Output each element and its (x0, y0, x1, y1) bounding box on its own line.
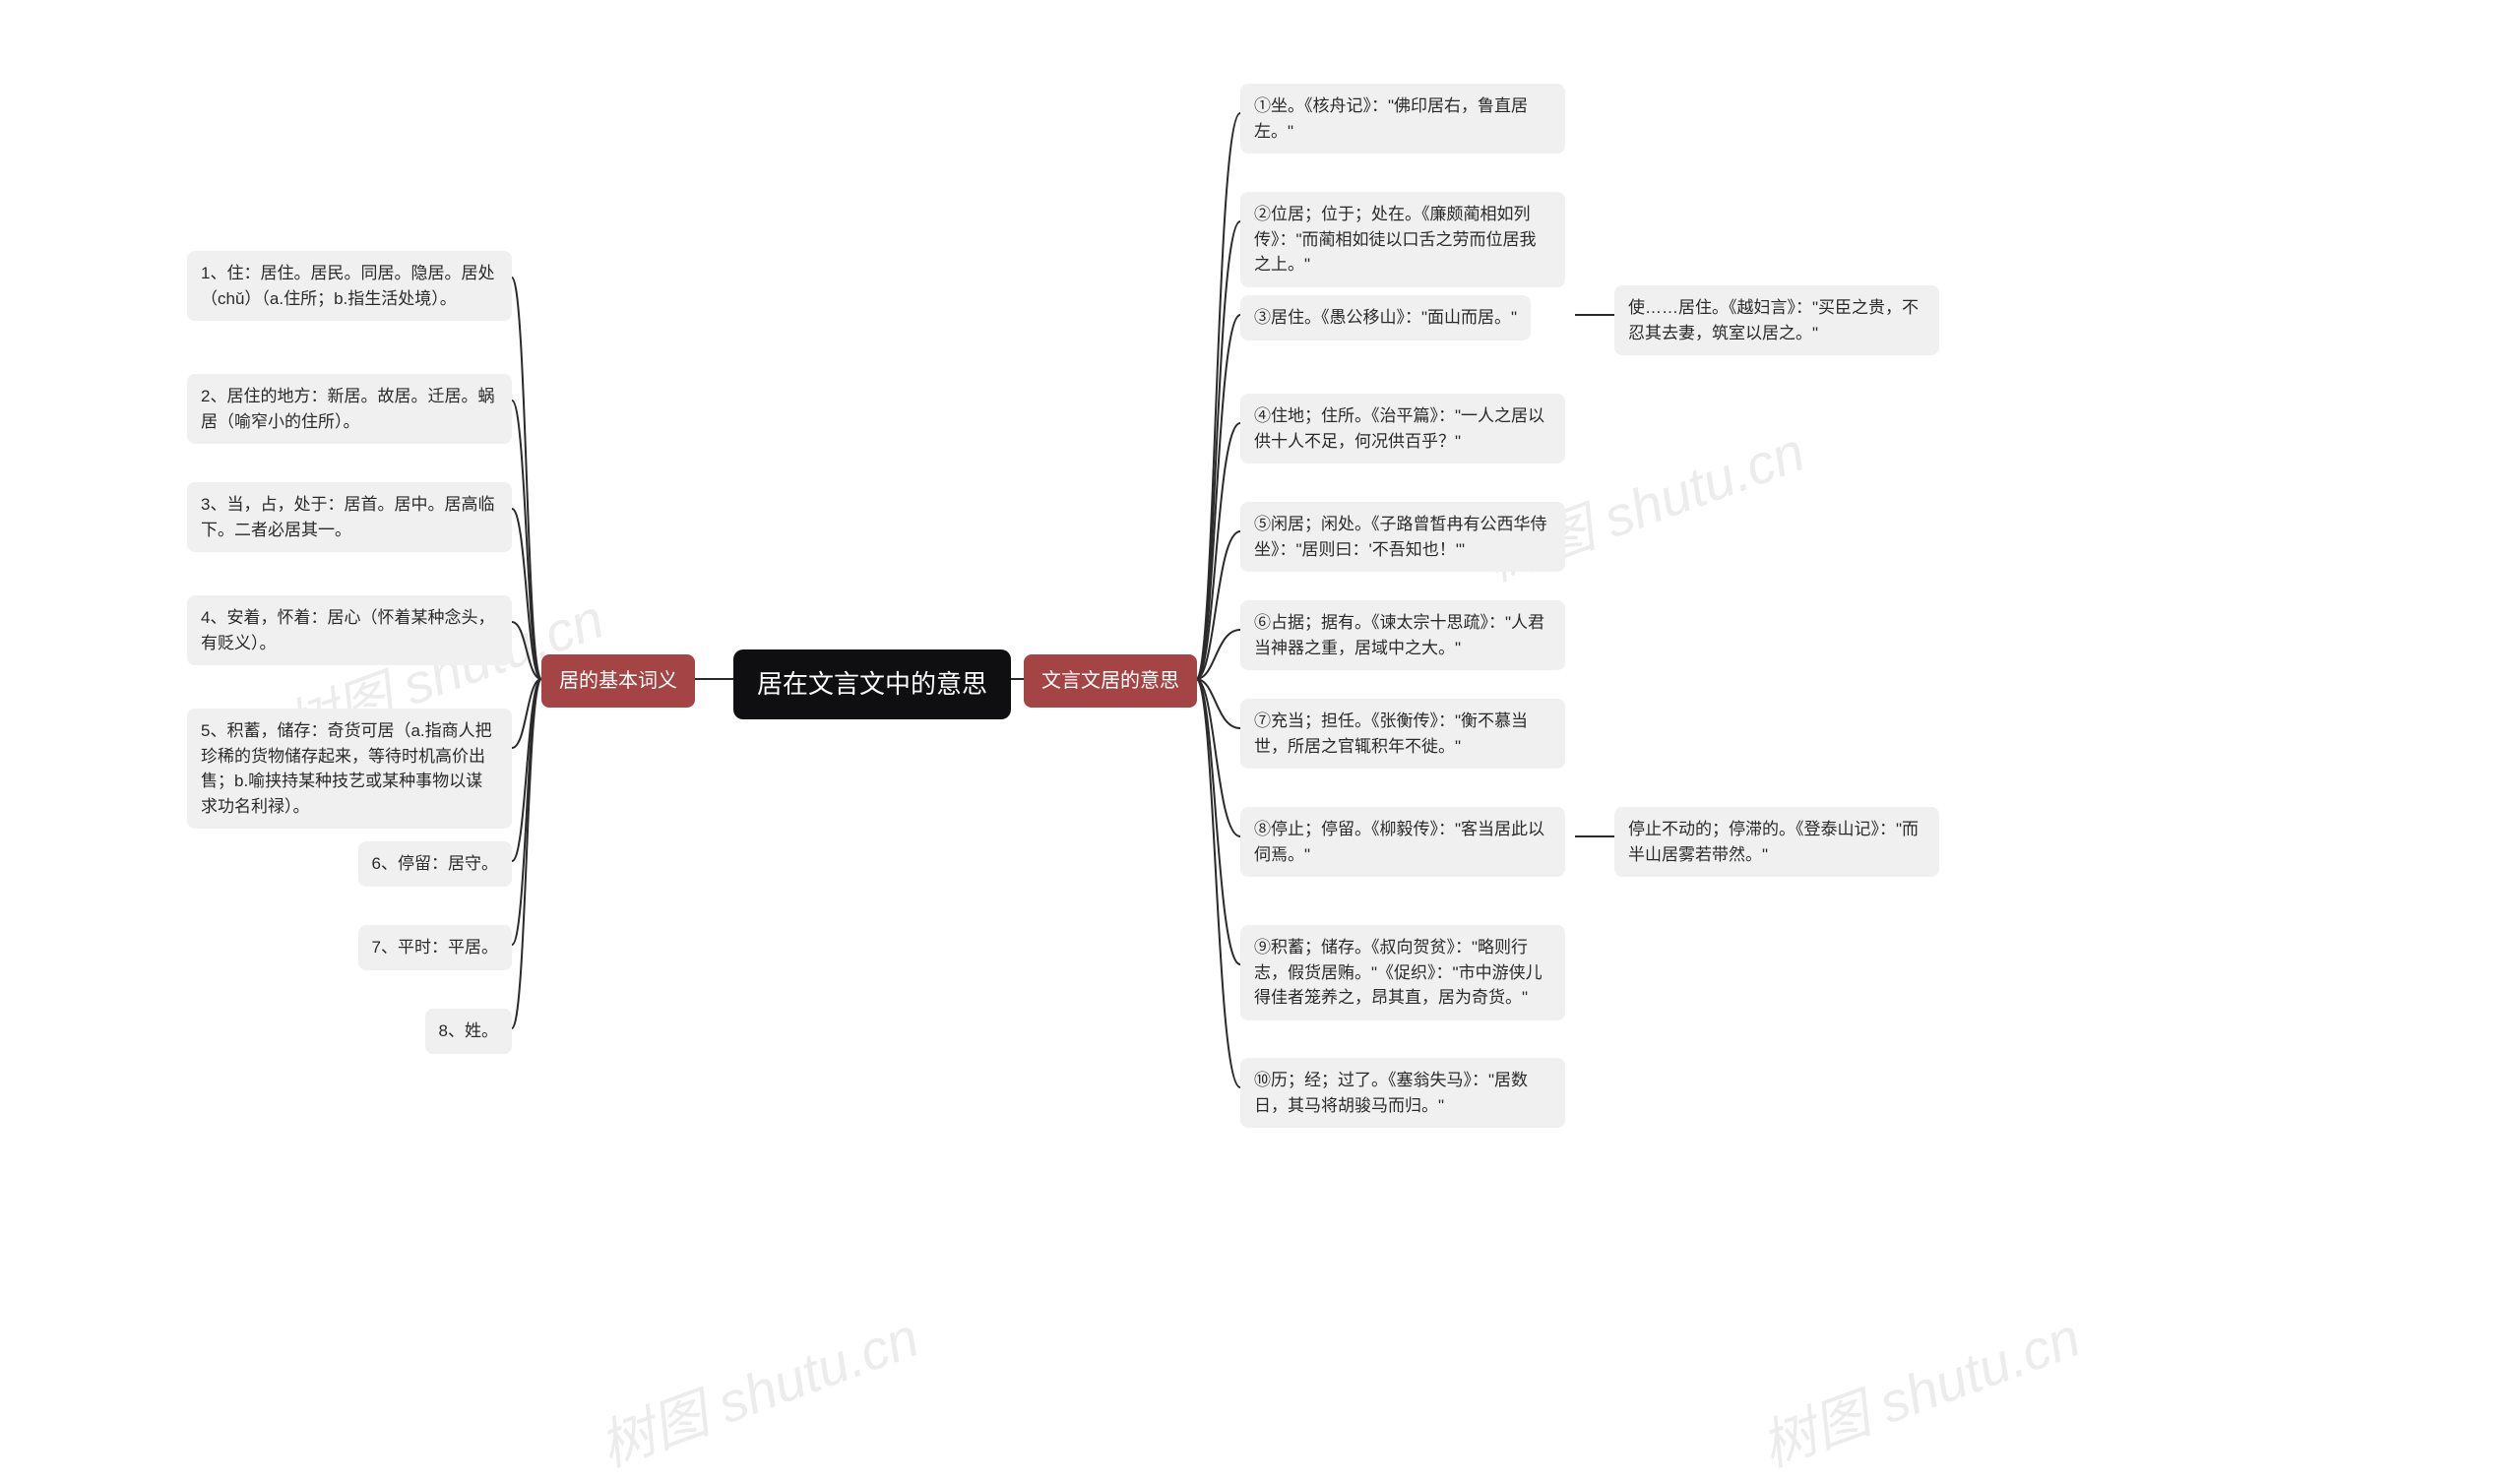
leaf-text: 7、平时：平居。 (372, 938, 498, 957)
right-leaf[interactable]: ⑤闲居；闲处。《子路曾皙冉有公西华侍坐》："居则曰：'不吾知也！'" (1240, 502, 1565, 572)
leaf-text: ⑧停止；停留。《柳毅传》："客当居此以伺焉。" (1254, 820, 1544, 864)
right-branch[interactable]: 文言文居的意思 (1024, 654, 1197, 708)
leaf-text: ③居住。《愚公移山》："面山而居。" (1254, 308, 1517, 327)
mindmap-root[interactable]: 居在文言文中的意思 (733, 649, 1011, 719)
leaf-text: ⑩历；经；过了。《塞翁失马》："居数日，其马将胡骏马而归。" (1254, 1071, 1528, 1115)
leaf-text: 3、当，占，处于：居首。居中。居高临下。二者必居其一。 (201, 495, 494, 539)
right-leaf[interactable]: ④住地；住所。《治平篇》："一人之居以供十人不足，何况供百乎？" (1240, 394, 1565, 463)
leaf-text: 8、姓。 (439, 1021, 498, 1040)
leaf-text: ①坐。《核舟记》："佛印居右，鲁直居左。" (1254, 96, 1528, 141)
left-leaf[interactable]: 5、积蓄，储存：奇货可居（a.指商人把珍稀的货物储存起来，等待时机高价出售；b.… (187, 709, 512, 829)
watermark: 树图 shutu.cn (1748, 1293, 2090, 1482)
left-leaf[interactable]: 3、当，占，处于：居首。居中。居高临下。二者必居其一。 (187, 482, 512, 552)
leaf-text: 5、积蓄，储存：奇货可居（a.指商人把珍稀的货物储存起来，等待时机高价出售；b.… (201, 721, 492, 816)
right-branch-label: 文言文居的意思 (1041, 670, 1179, 692)
leaf-text: 1、住：居住。居民。同居。隐居。居处（chǔ）（a.住所；b.指生活处境）。 (201, 264, 494, 308)
leaf-text: 停止不动的；停滞的。《登泰山记》："而半山居雾若带然。" (1628, 820, 1919, 864)
leaf-text: 4、安着，怀着：居心（怀着某种念头，有贬义）。 (201, 608, 494, 652)
left-leaf[interactable]: 4、安着，怀着：居心（怀着某种念头，有贬义）。 (187, 595, 512, 665)
leaf-text: ⑥占据；据有。《谏太宗十思疏》："人君当神器之重，居域中之大。" (1254, 613, 1544, 657)
right-leaf[interactable]: ②位居；位于；处在。《廉颇蔺相如列传》："而蔺相如徒以口舌之劳而位居我之上。" (1240, 192, 1565, 287)
right-leaf[interactable]: ⑨积蓄；储存。《叔向贺贫》："略则行志，假货居贿。"《促织》："市中游侠儿得佳者… (1240, 925, 1565, 1020)
right-leaf[interactable]: ⑦充当；担任。《张衡传》："衡不慕当世，所居之官辄积年不徙。" (1240, 699, 1565, 769)
leaf-text: ⑨积蓄；储存。《叔向贺贫》："略则行志，假货居贿。"《促织》："市中游侠儿得佳者… (1254, 938, 1543, 1007)
root-label: 居在文言文中的意思 (757, 669, 987, 699)
left-leaf[interactable]: 8、姓。 (425, 1009, 512, 1054)
left-branch-label: 居的基本词义 (559, 670, 677, 692)
left-branch[interactable]: 居的基本词义 (541, 654, 695, 708)
left-leaf[interactable]: 7、平时：平居。 (358, 925, 512, 970)
right-leaf[interactable]: ①坐。《核舟记》："佛印居右，鲁直居左。" (1240, 84, 1565, 154)
watermark: 树图 shutu.cn (587, 1293, 928, 1482)
left-leaf[interactable]: 2、居住的地方：新居。故居。迁居。蜗居（喻窄小的住所）。 (187, 374, 512, 444)
leaf-text: ②位居；位于；处在。《廉颇蔺相如列传》："而蔺相如徒以口舌之劳而位居我之上。" (1254, 205, 1537, 274)
leaf-text: ⑤闲居；闲处。《子路曾皙冉有公西华侍坐》："居则曰：'不吾知也！'" (1254, 515, 1547, 559)
right-leaf[interactable]: ⑥占据；据有。《谏太宗十思疏》："人君当神器之重，居域中之大。" (1240, 600, 1565, 670)
left-leaf[interactable]: 1、住：居住。居民。同居。隐居。居处（chǔ）（a.住所；b.指生活处境）。 (187, 251, 512, 321)
left-leaf[interactable]: 6、停留：居守。 (358, 841, 512, 887)
right-leaf[interactable]: ⑩历；经；过了。《塞翁失马》："居数日，其马将胡骏马而归。" (1240, 1058, 1565, 1128)
right-leaf-child[interactable]: 使……居住。《越妇言》："买臣之贵，不忍其去妻，筑室以居之。" (1614, 285, 1939, 355)
leaf-text: 使……居住。《越妇言》："买臣之贵，不忍其去妻，筑室以居之。" (1628, 298, 1919, 342)
leaf-text: ④住地；住所。《治平篇》："一人之居以供十人不足，何况供百乎？" (1254, 406, 1544, 451)
leaf-text: 6、停留：居守。 (372, 854, 498, 873)
leaf-text: 2、居住的地方：新居。故居。迁居。蜗居（喻窄小的住所）。 (201, 387, 494, 431)
right-leaf[interactable]: ③居住。《愚公移山》："面山而居。" (1240, 295, 1531, 340)
right-leaf[interactable]: ⑧停止；停留。《柳毅传》："客当居此以伺焉。" (1240, 807, 1565, 877)
right-leaf-child[interactable]: 停止不动的；停滞的。《登泰山记》："而半山居雾若带然。" (1614, 807, 1939, 877)
leaf-text: ⑦充当；担任。《张衡传》："衡不慕当世，所居之官辄积年不徙。" (1254, 711, 1528, 756)
